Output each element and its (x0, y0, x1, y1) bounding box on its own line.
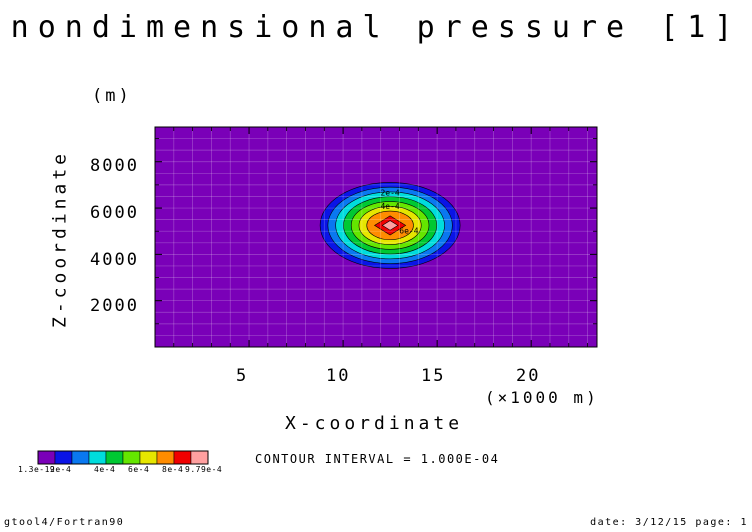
plot-frame (154, 126, 598, 348)
footer-date-page: date: 3/12/15 page: 1 (590, 517, 748, 528)
contour-band (381, 220, 399, 231)
y-tick-label: 2000 (90, 296, 139, 316)
y-axis-unit: (m) (92, 86, 132, 106)
colorbar-swatch (88, 450, 107, 465)
x-axis-unit: (×1000 m) (485, 388, 599, 407)
x-axis-label: X-coordinate (285, 413, 464, 434)
colorbar-swatch (37, 450, 56, 465)
contour-label: 2e-4 (380, 188, 399, 197)
x-tick-label: 5 (236, 366, 249, 386)
x-tick-label: 15 (421, 366, 446, 386)
colorbar-swatch (105, 450, 124, 465)
colorbar-swatch (156, 450, 175, 465)
contour-label: 6e-4 (399, 227, 418, 236)
contour-interval-text: CONTOUR INTERVAL = 1.000E-04 (255, 452, 500, 466)
colorbar-label: 8e-4 (162, 465, 184, 474)
colorbar-swatch (122, 450, 141, 465)
colorbar-swatch (173, 450, 192, 465)
colorbar-swatch (139, 450, 158, 465)
colorbar-label: 4e-4 (94, 465, 116, 474)
chart-title: nondimensional pressure [1] (10, 10, 742, 45)
y-tick-label: 8000 (90, 156, 139, 176)
colorbar-swatch (54, 450, 73, 465)
colorbar-label: 9.79e-4 (185, 465, 223, 474)
colorbar-swatch (71, 450, 90, 465)
y-tick-label: 4000 (90, 250, 139, 270)
footer-program: gtool4/Fortran90 (4, 517, 125, 528)
colorbar-swatch (190, 450, 209, 465)
colorbar-label: 2e-4 (50, 465, 72, 474)
x-tick-label: 10 (326, 366, 351, 386)
colorbar-frame (37, 450, 209, 465)
colorbar-label: 6e-4 (128, 465, 150, 474)
contour-label: 4e-4 (380, 202, 399, 211)
x-tick-label: 20 (516, 366, 541, 386)
colorbar-label: 1.3e-19 (18, 465, 56, 474)
y-tick-label: 6000 (90, 203, 139, 223)
